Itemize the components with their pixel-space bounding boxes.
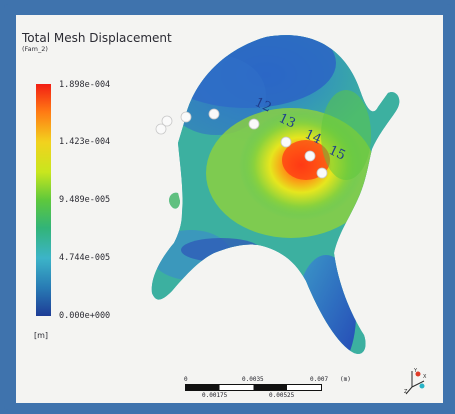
legend-tick-min: 0.000e+000 [59, 311, 111, 321]
marker-labels: 12 13 14 15 [252, 95, 347, 164]
marker-label-14: 14 [302, 127, 323, 148]
legend-tick-3: 9.489e-005 [59, 195, 111, 205]
legend-subtitle: (Fam_2) [22, 45, 48, 53]
scale-label-00175: 0.00175 [202, 392, 228, 399]
probe-points [155, 108, 328, 179]
legend-title: Total Mesh Displacement [22, 31, 172, 45]
vertebra-body [151, 35, 400, 354]
mesh-render: 12 13 14 15 [151, 35, 400, 354]
legend-tick-max: 1.898e-004 [59, 80, 111, 90]
scale-bar [185, 384, 322, 391]
axis-triad-icon[interactable]: X Y Z [404, 367, 428, 395]
color-scale-bar [36, 84, 51, 316]
simulation-viewport[interactable]: 12 13 14 15 Total Mesh Displacement (Fam… [16, 15, 443, 403]
triad-x: X [423, 374, 427, 380]
triad-y: Y [413, 368, 418, 374]
scale-label-00525: 0.00525 [269, 392, 295, 399]
scale-label-007: 0.007 [310, 376, 329, 383]
marker-label-12: 12 [252, 95, 273, 116]
legend-tick-2: 1.423e-004 [59, 137, 111, 147]
scale-unit: (m) [340, 376, 351, 383]
legend-unit: [m] [34, 331, 49, 340]
marker-label-15: 15 [326, 143, 347, 164]
scale-label-0: 0 [184, 376, 188, 383]
scale-label-0035: 0.0035 [242, 376, 264, 383]
marker-label-13: 13 [276, 111, 297, 132]
triad-z: Z [404, 389, 408, 395]
legend-tick-4: 4.744e-005 [59, 253, 111, 263]
